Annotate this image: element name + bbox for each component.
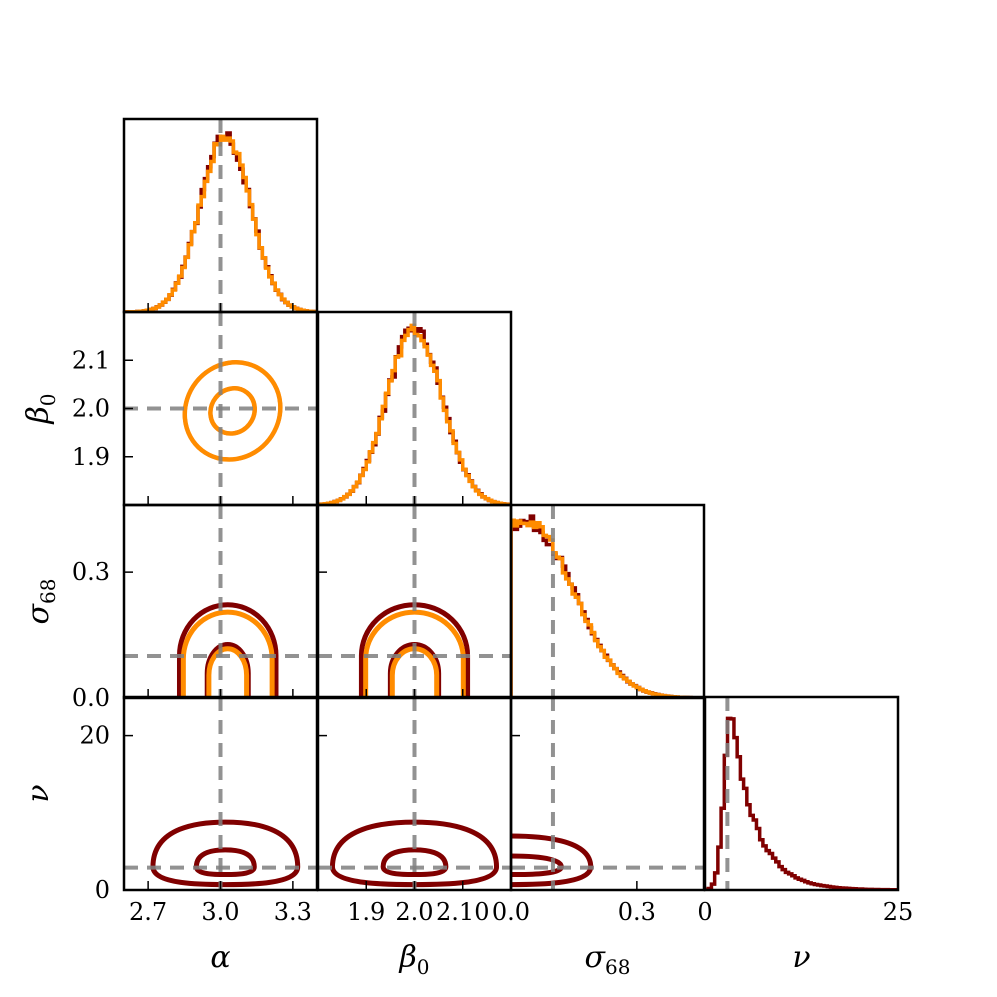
marginal-alpha [124,131,317,312]
contour-inner-series-2 [208,386,257,436]
histogram-series-1 [511,514,704,698]
histogram-series-2 [124,134,317,312]
contour-outer-series-1 [176,602,279,697]
axis-labels: 2.7 3.0 3.3 1.9 2.0 2.10 0.0 0.3 0 251.92.02.10.0… [21,346,913,979]
x-axis-label-beta0: β0 [398,940,429,979]
contour-alpha_sigma68 [176,602,279,697]
y-axis-label-sigma68: σ68 [21,579,60,625]
x-tick-label: 2.0 [395,898,433,926]
x-tick-label: 0 [697,898,712,926]
panel-frame [703,695,900,892]
x-tick-label: 3.3 [274,898,312,926]
contour-outer-series-1 [329,819,500,888]
y-tick-label: 0 [95,876,110,904]
contour-inner-series-2 [206,646,250,697]
x-axis-label-nu: ν [792,940,810,975]
histogram-series-2 [318,323,511,505]
y-tick-label: 2.1 [72,346,110,374]
histogram-series-2 [511,518,704,698]
marginal-nu [705,716,898,890]
x-tick-label: 0.3 [618,898,656,926]
contour-outer-series-2 [182,360,283,462]
x-tick-label: 2.7 [129,898,167,926]
x-tick-label: 25 [883,898,914,926]
marginal-beta0 [318,323,511,505]
contour-alpha-beta0 [182,360,283,462]
y-axis-label-beta0: β0 [21,393,60,424]
contour-outer-series-2 [180,609,275,697]
x-tick-label: 0.0 [492,898,530,926]
y-tick-label: 0.0 [72,684,110,712]
y-tick-label: 2.0 [72,395,110,423]
panel-frame [509,695,706,892]
contour-alpha_nu [150,819,301,888]
y-tick-label: 0.3 [72,558,110,586]
x-axis-label-sigma68: σ68 [585,940,631,979]
contour-inner-series-1 [193,847,257,878]
marginal-sigma68 [511,514,704,698]
contour-beta0_nu [329,819,500,888]
x-axis-label-alpha: α [210,940,230,975]
contour-inner-series-1 [204,642,251,697]
panel-grid [122,117,900,892]
histogram-series-1 [705,716,898,890]
y-tick-label: 1.9 [72,443,110,471]
y-axis-label-nu: ν [21,784,56,802]
x-tick-label: 1.9 [347,898,385,926]
contour-outer-series-2 [363,609,466,697]
y-tick-label: 20 [79,722,110,750]
x-tick-label: 3.0 [201,898,239,926]
x-tick-label: 2.10 [436,898,489,926]
